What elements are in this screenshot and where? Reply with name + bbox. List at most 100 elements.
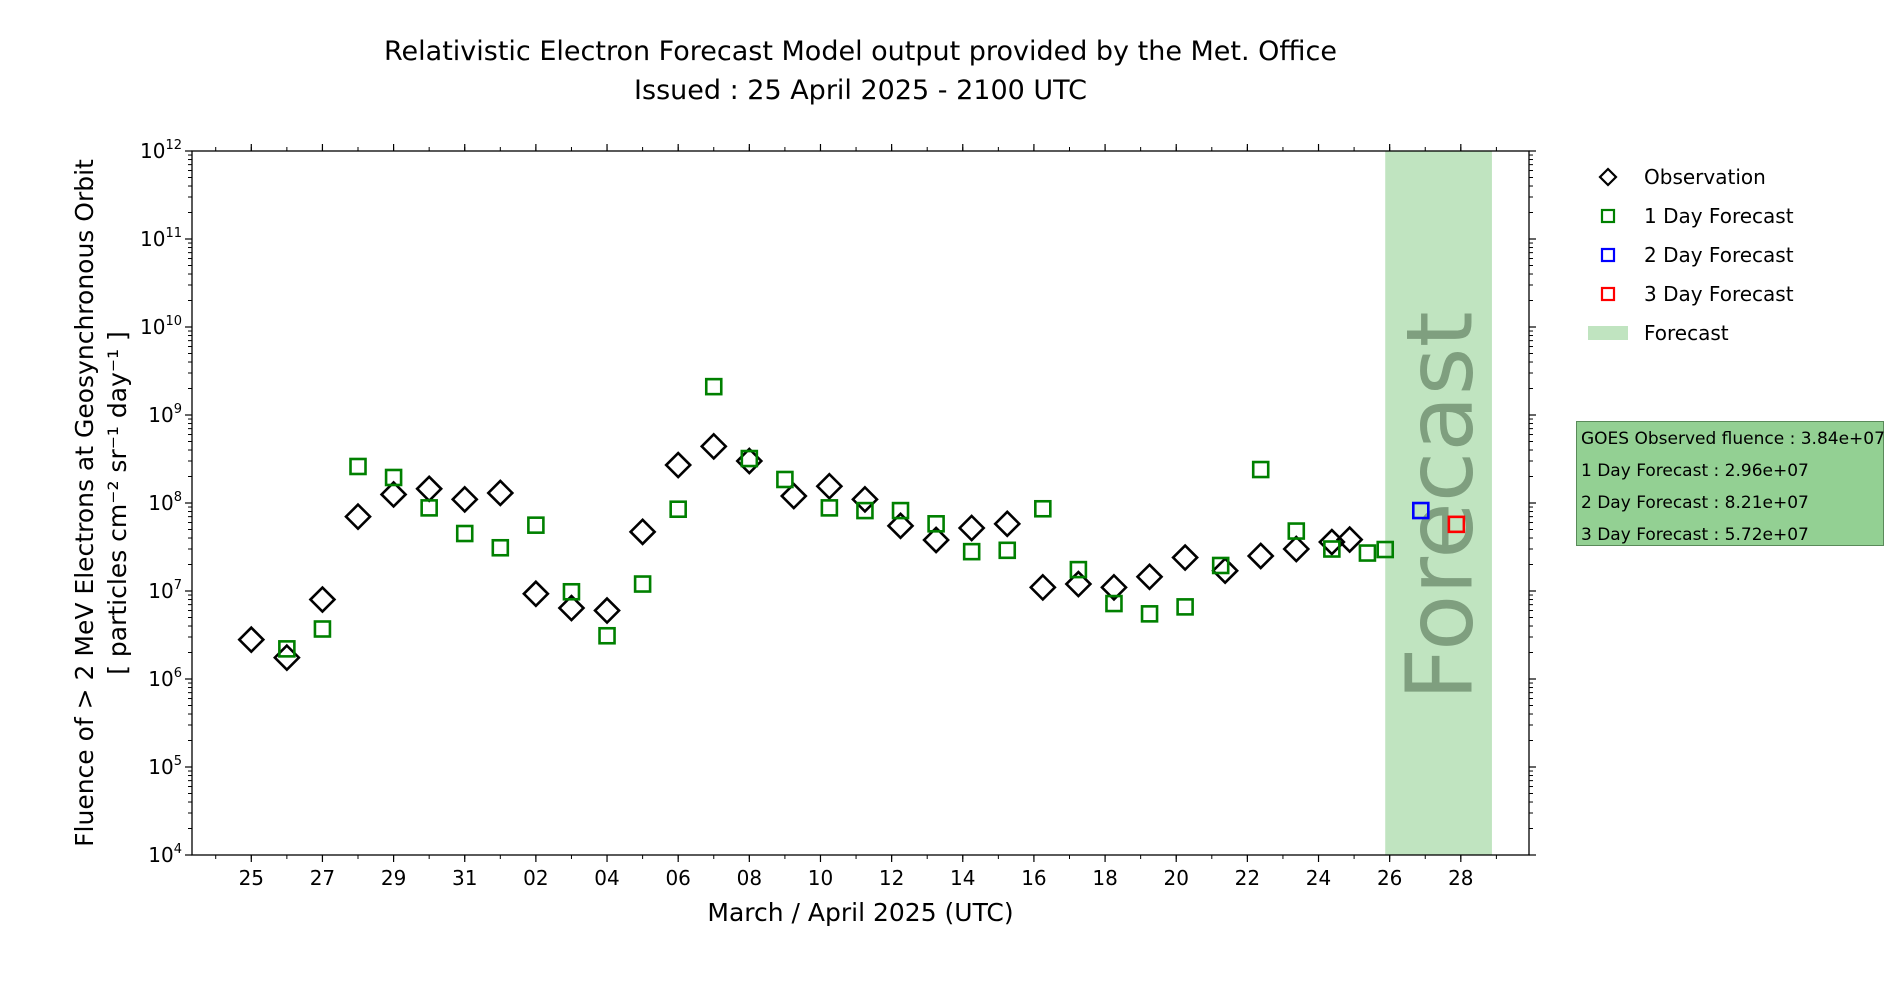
y-tick-label: 1011 (140, 226, 182, 251)
chart-title-line1: Relativistic Electron Forecast Model out… (384, 36, 1337, 67)
1-day-forecast-marker (1211, 556, 1230, 575)
observation-marker (699, 432, 728, 461)
1-day-forecast-marker (856, 501, 874, 520)
x-tick-label: 26 (1377, 866, 1402, 890)
x-axis-label: March / April 2025 (UTC) (707, 898, 1013, 927)
y-tick-labels: 104 105 106 107 108 109 1010 1011 1012 (140, 138, 182, 867)
1-day-forecast-marker (820, 499, 839, 517)
1-day-forecast-marker (1251, 460, 1270, 479)
observation-marker (1211, 556, 1239, 585)
x-tick-label: 29 (381, 866, 406, 890)
observation-marker (486, 479, 515, 507)
1-day-forecast-marker (927, 515, 945, 533)
observation-marker (450, 485, 479, 514)
x-tick-label: 10 (808, 866, 833, 890)
observation-marker (922, 526, 950, 554)
legend-3-day-forecast-swatch (1600, 286, 1616, 302)
day1-forecast-text: 1 Day Forecast : 2.96e+07 (1581, 461, 1809, 481)
y-tick-label: 106 (148, 666, 182, 691)
1-day-forecast-marker (1323, 540, 1341, 558)
axis-ticks-layer (185, 144, 1536, 862)
observation-marker (1335, 525, 1364, 554)
1-day-forecast-marker (278, 640, 296, 658)
goes-fluence-summary-box: GOES Observed fluence : 3.84e+07 1 Day F… (1576, 421, 1885, 546)
1-day-forecast-marker (1069, 560, 1088, 579)
1-day-forecast-marker (455, 524, 474, 543)
y-tick-label: 108 (148, 490, 182, 515)
legend-forecast-swatch (1588, 326, 1628, 340)
y-tick-label: 107 (148, 578, 182, 603)
1-day-forecast-marker (669, 500, 687, 519)
chart-title-line2: Issued : 25 April 2025 - 2100 UTC (634, 75, 1087, 106)
x-tick-label: 24 (1306, 866, 1331, 890)
observation-marker (1135, 562, 1164, 591)
observation-marker (993, 509, 1022, 538)
goes-observed-fluence-text: GOES Observed fluence : 3.84e+07 (1581, 429, 1885, 449)
1-day-forecast-marker (962, 542, 981, 561)
legend-1-day-forecast-label: 1 Day Forecast (1644, 204, 1794, 228)
x-tick-label: 12 (879, 866, 904, 890)
observation-marker (593, 596, 621, 625)
legend-forecast-label: Forecast (1644, 321, 1729, 345)
y-tick-label: 1012 (140, 138, 182, 163)
observation-marker (237, 625, 266, 654)
observation-marker (957, 514, 986, 542)
1-day-forecast-marker (1376, 540, 1395, 559)
observation-marker (1282, 535, 1311, 563)
legend-3-day-forecast-label: 3 Day Forecast (1644, 282, 1794, 306)
y-tick-label: 104 (148, 842, 182, 867)
y-axis-label-line2: [ particles cm⁻² sr⁻¹ day⁻¹ ] (103, 331, 132, 675)
1-day-forecast-marker (740, 449, 759, 468)
forecast-band-label: Forecast (1387, 311, 1494, 700)
observation-marker (1171, 543, 1199, 572)
1-day-forecast-marker (1358, 544, 1377, 562)
observation-marker (1028, 573, 1057, 602)
1-day-forecast-marker (527, 516, 545, 534)
y-tick-label: 105 (148, 754, 182, 779)
x-tick-labels: 25 27 29 31 02 04 06 08 10 12 14 16 18 20 22 24 26 28 (239, 866, 1474, 890)
1-day-forecast-marker (891, 501, 910, 520)
1-day-forecast-marker (776, 470, 794, 489)
legend: Observation 1 Day Forecast 2 Day Forecast 3… (1588, 165, 1794, 345)
1-day-forecast-marker (633, 575, 652, 593)
observation-marker (308, 585, 337, 614)
day3-forecast-text: 3 Day Forecast : 5.72e+07 (1581, 525, 1809, 545)
legend-observation-label: Observation (1644, 165, 1766, 189)
1-day-forecast-marker (1034, 499, 1052, 518)
2-day-forecast-marker (1411, 501, 1430, 520)
forecast-band (1385, 151, 1492, 855)
x-tick-label: 04 (594, 866, 619, 890)
1-day-forecast-marker (704, 377, 723, 396)
x-tick-label: 28 (1448, 866, 1473, 890)
observation-marker (379, 480, 408, 509)
legend-observation-swatch (1598, 167, 1618, 187)
x-tick-label: 18 (1092, 866, 1117, 890)
legend-1-day-forecast-swatch (1600, 208, 1616, 224)
y-axis-label-line1: Fluence of > 2 MeV Electrons at Geosynch… (70, 159, 99, 847)
1-day-forecast-marker (420, 499, 438, 517)
x-tick-label: 14 (950, 866, 975, 890)
observation-marker (344, 502, 372, 531)
observation-marker (779, 482, 808, 510)
observation-marker (664, 451, 693, 479)
observation-marker (851, 485, 879, 514)
observation-marker (1246, 542, 1275, 570)
1-day-forecast-marker (562, 582, 581, 601)
1-day-forecast-marker (349, 457, 367, 476)
1-day-forecast-marker (998, 541, 1017, 560)
1-day-forecast-marker (1287, 522, 1306, 540)
3-day-forecast-marker (1447, 515, 1466, 534)
observation-marker (522, 579, 550, 608)
day2-forecast-text: 2 Day Forecast : 8.21e+07 (1581, 493, 1809, 513)
legend-2-day-forecast-label: 2 Day Forecast (1644, 243, 1794, 267)
x-tick-label: 02 (523, 866, 548, 890)
observation-marker (415, 474, 444, 503)
x-tick-label: 27 (310, 866, 335, 890)
y-tick-label: 1010 (140, 314, 182, 339)
x-tick-label: 16 (1021, 866, 1046, 890)
1-day-forecast-marker (1176, 598, 1194, 616)
x-tick-label: 31 (452, 866, 477, 890)
1-day-forecast-marker (491, 538, 510, 557)
x-tick-label: 06 (665, 866, 690, 890)
